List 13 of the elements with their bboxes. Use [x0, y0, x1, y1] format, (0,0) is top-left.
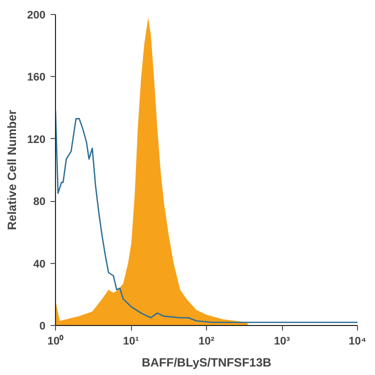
y-tick-label: 200	[27, 10, 46, 22]
x-tick-label: 10⁴	[348, 336, 366, 348]
x-tick-label: 10¹	[123, 336, 140, 348]
x-axis-title: BAFF/BLyS/TNFSF13B	[142, 356, 272, 370]
x-tick-label: 10⁰	[47, 334, 64, 348]
y-tick-label: 120	[27, 134, 46, 146]
y-tick-label: 80	[33, 196, 46, 208]
y-axis-title: Relative Cell Number	[5, 110, 20, 230]
y-tick-label: 40	[33, 258, 46, 270]
x-tick-label: 10³	[274, 336, 290, 348]
y-tick-label: 160	[27, 72, 46, 84]
x-tick-label: 10²	[198, 336, 215, 348]
y-tick-label: 0	[39, 320, 46, 332]
